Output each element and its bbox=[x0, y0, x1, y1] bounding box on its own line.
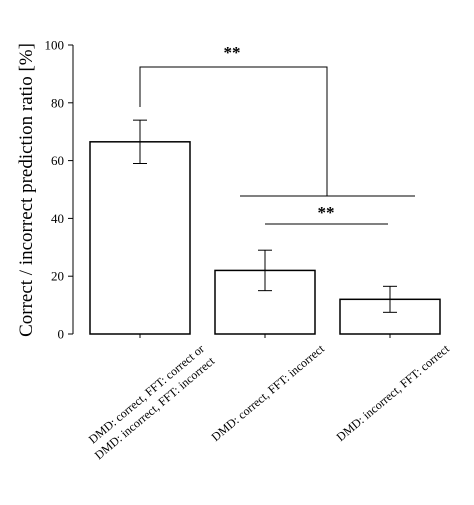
category-labels: DMD: correct, FFT: correct orDMD: incorr… bbox=[81, 341, 453, 462]
significance-bracket-1 bbox=[139, 66, 328, 196]
category-label-2: DMD: correct, FFT: incorrect bbox=[209, 341, 328, 444]
y-tick-label: 100 bbox=[45, 38, 65, 53]
y-axis-label: Correct / incorrect prediction ratio [%] bbox=[16, 43, 37, 337]
y-tick-label: 0 bbox=[58, 327, 65, 342]
significance-label-1: ** bbox=[224, 43, 241, 62]
significance-annotations: ** ** bbox=[139, 43, 415, 225]
y-tick-label: 40 bbox=[51, 211, 64, 226]
bar-1 bbox=[89, 141, 191, 335]
y-ticks: 0 20 40 60 80 100 bbox=[45, 38, 73, 342]
category-label-1: DMD: correct, FFT: correct orDMD: incorr… bbox=[81, 341, 217, 462]
error-bars bbox=[133, 119, 397, 313]
category-label-3: DMD: incorrect, FFT: correct bbox=[334, 341, 453, 444]
bars bbox=[89, 141, 441, 338]
y-tick-label: 60 bbox=[51, 153, 64, 168]
significance-label-2: ** bbox=[318, 203, 335, 222]
y-tick-label: 80 bbox=[51, 95, 64, 110]
y-tick-label: 20 bbox=[51, 269, 64, 284]
